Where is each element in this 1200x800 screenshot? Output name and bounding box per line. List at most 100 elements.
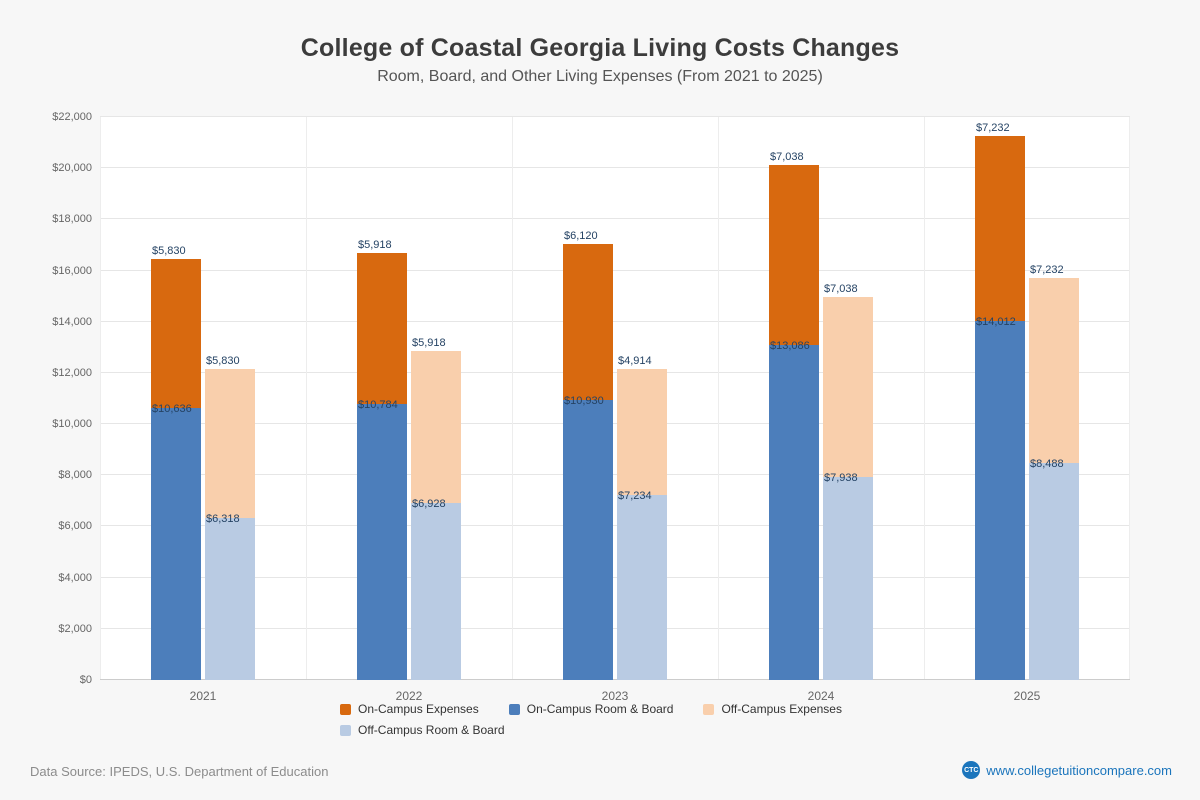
y-axis-tick-label: $20,000 xyxy=(52,162,92,175)
category-group: $13,086 $7,038 $7,938 $7,038 2024 xyxy=(718,117,924,703)
category-group: $10,636 $5,830 $6,318 $5,830 2021 xyxy=(100,117,306,703)
x-axis-line xyxy=(100,679,1130,680)
bar-segment[interactable] xyxy=(151,258,201,408)
chart-subtitle: Room, Board, and Other Living Expenses (… xyxy=(377,68,823,85)
category-group: $14,012 $7,232 $8,488 $7,232 2025 xyxy=(924,117,1130,703)
x-axis-label: 2025 xyxy=(1013,689,1041,703)
y-axis-tick-label: $2,000 xyxy=(58,622,92,635)
stacked-bar: $10,636 $5,830 xyxy=(151,117,201,680)
bar-segment[interactable] xyxy=(411,502,461,680)
gridline xyxy=(100,269,1130,271)
category-group: $10,930 $6,120 $7,234 $4,914 2023 xyxy=(512,117,718,703)
x-gridline xyxy=(718,117,719,680)
stacked-bar: $14,012 $7,232 xyxy=(975,117,1025,680)
y-axis-tick-label: $4,000 xyxy=(58,571,92,584)
gridline xyxy=(100,218,1130,220)
stacked-bar: $10,784 $5,918 xyxy=(357,117,407,680)
gridline xyxy=(100,423,1130,425)
stacked-bar: $10,930 $6,120 xyxy=(563,117,613,680)
legend-label: On-Campus Expenses xyxy=(358,702,479,716)
bar-segment[interactable] xyxy=(617,369,667,495)
legend-label: Off-Campus Room & Board xyxy=(358,723,505,737)
data-label: $5,830 xyxy=(206,355,240,368)
y-axis-tick-label: $8,000 xyxy=(58,469,92,482)
legend-item[interactable]: Off-Campus Room & Board xyxy=(340,723,505,737)
x-axis-label: 2021 xyxy=(189,689,217,703)
stacked-bar: $7,938 $7,038 xyxy=(823,117,873,680)
chart-title: College of Coastal Georgia Living Costs … xyxy=(300,34,900,62)
data-label: $7,038 xyxy=(770,151,804,164)
bar-segment[interactable] xyxy=(205,518,255,680)
bar-segment[interactable] xyxy=(975,136,1025,322)
bar-segment[interactable] xyxy=(1029,462,1079,680)
legend: On-Campus Expenses On-Campus Room & Board… xyxy=(340,702,860,737)
stacked-bar: $8,488 $7,232 xyxy=(1029,117,1079,680)
gridline xyxy=(100,525,1130,527)
stacked-bar: $7,234 $4,914 xyxy=(617,117,667,680)
x-axis-label: 2022 xyxy=(395,689,423,703)
legend-label: On-Campus Room & Board xyxy=(526,702,674,716)
bar-segment[interactable] xyxy=(823,296,873,477)
data-source-note: Data Source: IPEDS, U.S. Department of E… xyxy=(30,764,329,779)
site-link[interactable]: CTC www.collegetuitioncompare.com xyxy=(962,761,1172,779)
bar-segment[interactable] xyxy=(769,165,819,346)
legend-swatch-icon xyxy=(703,703,715,715)
stacked-bar: $6,928 $5,918 xyxy=(411,117,461,680)
data-label: $5,918 xyxy=(358,238,392,251)
data-label: $7,038 xyxy=(824,282,858,295)
stacked-bar: $6,318 $5,830 xyxy=(205,117,255,680)
legend-swatch-icon xyxy=(340,724,351,736)
y-axis-tick-label: $6,000 xyxy=(58,520,92,533)
y-axis-tick-label: $12,000 xyxy=(52,366,92,379)
legend-item[interactable]: Off-Campus Expenses xyxy=(703,702,842,716)
y-axis-tick-label: $18,000 xyxy=(52,213,92,226)
x-gridline xyxy=(100,117,101,680)
x-axis-label: 2023 xyxy=(601,689,629,703)
data-label: $5,918 xyxy=(412,337,446,350)
gridline xyxy=(100,474,1130,476)
data-label: $6,120 xyxy=(564,229,598,242)
legend-swatch-icon xyxy=(508,703,520,715)
y-axis-tick-label: $14,000 xyxy=(52,315,92,328)
category-group: $10,784 $5,918 $6,928 $5,918 2022 xyxy=(306,117,512,703)
bar-segment[interactable] xyxy=(823,476,873,680)
x-gridline xyxy=(924,117,925,680)
gridline xyxy=(100,320,1130,322)
y-axis-tick-label: $0 xyxy=(79,674,92,686)
plot-area: $0 $2,000 $4,000 $6,000 $8,000 $10,000 $12,000… xyxy=(52,111,1130,703)
site-url: www.collegetuitioncompare.com xyxy=(986,762,1172,778)
gridline xyxy=(100,371,1130,373)
stacked-bar: $13,086 $7,038 xyxy=(769,117,819,680)
x-gridline xyxy=(306,117,307,680)
bar-segment[interactable] xyxy=(975,321,1025,680)
x-gridline xyxy=(1129,117,1130,680)
y-axis-tick-label: $10,000 xyxy=(52,418,92,431)
bar-segment[interactable] xyxy=(617,494,667,680)
legend-label: Off-Campus Expenses xyxy=(721,702,842,716)
bar-segment[interactable] xyxy=(769,345,819,680)
data-label: $7,232 xyxy=(976,122,1010,135)
bar-segment[interactable] xyxy=(1029,277,1079,463)
gridline xyxy=(100,167,1130,169)
gridline xyxy=(100,116,1130,117)
gridline xyxy=(100,627,1130,629)
bar-segment[interactable] xyxy=(563,243,613,401)
bar-segment[interactable] xyxy=(357,252,407,405)
data-label: $7,232 xyxy=(1030,263,1064,276)
bar-segment[interactable] xyxy=(563,400,613,680)
bar-segment[interactable] xyxy=(411,351,461,503)
legend-item[interactable]: On-Campus Expenses xyxy=(340,702,479,716)
bar-segment[interactable] xyxy=(357,404,407,680)
ctc-logo-icon: CTC xyxy=(962,761,981,779)
y-axis-tick-label: $22,000 xyxy=(52,111,92,123)
bar-segment[interactable] xyxy=(205,369,255,519)
x-gridline xyxy=(512,117,513,680)
data-label: $5,830 xyxy=(152,244,186,257)
x-axis-label: 2024 xyxy=(807,689,835,703)
bar-segment[interactable] xyxy=(151,407,201,680)
legend-item[interactable]: On-Campus Room & Board xyxy=(508,702,674,716)
y-axis-tick-label: $16,000 xyxy=(52,264,92,277)
gridline xyxy=(100,576,1130,578)
data-label: $4,914 xyxy=(618,355,652,368)
